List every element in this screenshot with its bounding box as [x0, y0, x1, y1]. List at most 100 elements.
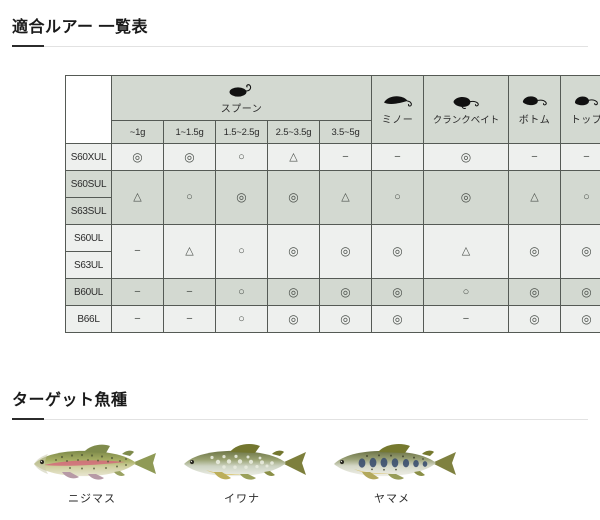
row-label-s60xul: S60XUL	[65, 143, 112, 171]
header-group-minnow-label: ミノー	[381, 115, 414, 126]
cell-ul-6: △	[423, 224, 509, 279]
list-item: ニジマス	[12, 440, 172, 506]
char-illustration	[162, 440, 322, 488]
divider-accent	[12, 418, 44, 420]
header-weight-row: ~1g 1~1.5g 1.5~2.5g 2.5~3.5g 3.5~5g	[66, 120, 600, 144]
row-label-s63sul: S63SUL	[65, 197, 112, 225]
cell-ul-0: −	[111, 224, 164, 279]
table-header: スプーン ミノー	[65, 75, 600, 144]
header-group-bottom: ボトム	[508, 75, 561, 144]
header-group-spoon-label: スプーン	[220, 103, 263, 115]
cell-b60ul-6: ○	[423, 278, 509, 306]
bottom-lure-icon	[519, 93, 551, 109]
table-row: S60SUL △ ○ ◎ ◎ △ ○ ◎ △ ○	[65, 170, 600, 225]
cell-s60xul-8: −	[560, 143, 600, 171]
cell-s60xul-2: ○	[215, 143, 268, 171]
cell-sul-0: △	[111, 170, 164, 225]
cell-b60ul-3: ◎	[267, 278, 320, 306]
cell-s60xul-3: △	[267, 143, 320, 171]
fish-name-label: ヤマメ	[374, 493, 410, 505]
lure-compatibility-table-wrap: スプーン ミノー	[65, 75, 600, 333]
minnow-icon	[381, 93, 415, 109]
divider-light	[12, 419, 588, 420]
cell-ul-8: ◎	[560, 224, 600, 279]
table-row: S60UL − △ ○ ◎ ◎ ◎ △ ◎ ◎	[65, 224, 600, 279]
cell-b66l-1: −	[163, 305, 216, 333]
row-label-s60sul: S60SUL	[65, 170, 112, 198]
cell-b66l-2: ○	[215, 305, 268, 333]
divider-light	[12, 46, 588, 47]
row-label-s60ul: S60UL	[65, 224, 112, 252]
header-group-row: スプーン ミノー	[65, 75, 600, 144]
cell-b66l-0: −	[111, 305, 164, 333]
cell-sul-6: ◎	[423, 170, 509, 225]
cell-sul-2: ◎	[215, 170, 268, 225]
table-row: B60UL − − ○ ◎ ◎ ◎ ○ ◎ ◎	[65, 278, 600, 306]
table-row: B66L − − ○ ◎ ◎ ◎ − ◎ ◎	[65, 305, 600, 333]
lure-table-heading: 適合ルアー 一覧表	[12, 19, 588, 48]
cell-b66l-5: ◎	[371, 305, 424, 333]
cell-sul-3: ◎	[267, 170, 320, 225]
cell-b60ul-5: ◎	[371, 278, 424, 306]
spoon-icon	[227, 82, 257, 98]
row-label-b66l: B66L	[65, 305, 112, 333]
cell-ul-7: ◎	[508, 224, 561, 279]
cell-b60ul-4: ◎	[319, 278, 372, 306]
cell-b66l-4: ◎	[319, 305, 372, 333]
cell-s60xul-4: −	[319, 143, 372, 171]
title-divider	[12, 45, 588, 48]
cell-ul-1: △	[163, 224, 216, 279]
table-row: S63SUL	[65, 197, 600, 225]
cell-ul-3: ◎	[267, 224, 320, 279]
cell-ul-4: ◎	[319, 224, 372, 279]
rainbow-trout-illustration	[12, 440, 172, 488]
cell-b66l-8: ◎	[560, 305, 600, 333]
cell-s60xul-1: ◎	[163, 143, 216, 171]
target-fish-heading: ターゲット魚種	[12, 392, 588, 421]
cell-s60xul-0: ◎	[111, 143, 164, 171]
header-group-spoon: スプーン	[111, 75, 372, 121]
table-body: S60XUL ◎ ◎ ○ △ − − ◎ − − S60SUL △ ○ ◎	[65, 143, 600, 333]
list-item: ヤマメ	[312, 440, 472, 506]
header-group-minnow: ミノー	[371, 75, 424, 144]
cell-sul-5: ○	[371, 170, 424, 225]
target-fish-title: ターゲット魚種	[12, 392, 128, 409]
cell-ul-5: ◎	[371, 224, 424, 279]
cell-b60ul-0: −	[111, 278, 164, 306]
cell-s60xul-7: −	[508, 143, 561, 171]
table-row: S60XUL ◎ ◎ ○ △ − − ◎ − −	[65, 143, 600, 171]
header-weight-3: 2.5~3.5g	[267, 120, 320, 144]
header-weight-4: 3.5~5g	[319, 120, 372, 144]
yamame-trout-illustration	[312, 440, 472, 488]
lure-compatibility-table: スプーン ミノー	[65, 75, 600, 333]
cell-sul-1: ○	[163, 170, 216, 225]
table-row: S63UL	[65, 251, 600, 279]
cell-sul-7: △	[508, 170, 561, 225]
divider-accent	[12, 45, 44, 47]
header-weight-0: ~1g	[111, 120, 164, 144]
fish-name-label: ニジマス	[68, 493, 116, 505]
page-title: 適合ルアー 一覧表	[12, 19, 148, 36]
header-corner-cell	[65, 75, 112, 144]
cell-sul-8: ○	[560, 170, 600, 225]
cell-s60xul-6: ◎	[423, 143, 509, 171]
cell-b66l-7: ◎	[508, 305, 561, 333]
list-item: イワナ	[162, 440, 322, 506]
header-weight-2: 1.5~2.5g	[215, 120, 268, 144]
cell-b60ul-8: ◎	[560, 278, 600, 306]
crankbait-icon	[449, 94, 483, 110]
cell-ul-2: ○	[215, 224, 268, 279]
cell-sul-4: △	[319, 170, 372, 225]
fish-name-label: イワナ	[224, 493, 260, 505]
header-weight-1: 1~1.5g	[163, 120, 216, 144]
cell-b60ul-2: ○	[215, 278, 268, 306]
cell-b60ul-1: −	[163, 278, 216, 306]
cell-s60xul-5: −	[371, 143, 424, 171]
header-group-top-label: トップ	[570, 115, 600, 126]
header-group-bottom-label: ボトム	[518, 115, 551, 126]
top-lure-icon	[571, 93, 600, 109]
row-label-b60ul: B60UL	[65, 278, 112, 306]
header-group-crankbait-label: クランクベイト	[432, 114, 500, 126]
cell-b66l-3: ◎	[267, 305, 320, 333]
